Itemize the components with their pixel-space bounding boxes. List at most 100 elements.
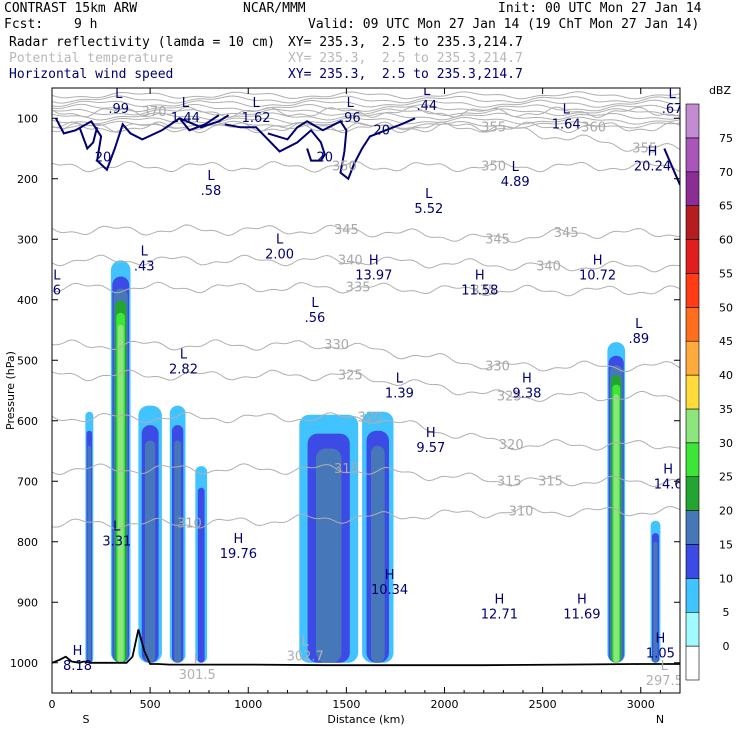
wind-speed-contour-20 xyxy=(178,114,220,132)
extremum-low: L1.62 xyxy=(242,96,271,126)
colorbar-tick-label: 45 xyxy=(719,335,733,348)
theta-contour-label: 330 xyxy=(485,359,510,374)
field-2-name: Potential temperature xyxy=(9,51,174,66)
extremum-high: H14.6 xyxy=(654,462,683,492)
colorbar-swatch xyxy=(685,306,700,342)
theta-contour-340 xyxy=(52,254,680,273)
extremum-value: .67 xyxy=(662,102,683,117)
extremum-value: 19.76 xyxy=(220,547,257,562)
extremum-low: L3.31 xyxy=(102,520,131,550)
init-time: Init: 00 UTC Mon 27 Jan 14 xyxy=(498,1,702,16)
extremum-type: L xyxy=(396,372,404,387)
reflectivity-cell xyxy=(110,260,131,663)
theta-contour-label: 340 xyxy=(338,253,363,268)
colorbar-swatch xyxy=(685,544,700,579)
x-tick-label: 2000 xyxy=(431,698,459,711)
extremum-low: L2.00 xyxy=(265,232,294,262)
extremum-low: L4.89 xyxy=(501,160,530,190)
x-tick-label: 1000 xyxy=(234,698,262,711)
colorbar-tick-label: 20 xyxy=(719,505,733,518)
y-tick-label: 300 xyxy=(17,233,38,246)
extremum-type: L xyxy=(115,87,123,102)
y-tick-label: 100 xyxy=(17,112,38,125)
field-1-xy: XY= 235.3, 2.5 to 235.3,214.7 xyxy=(288,35,523,50)
x-axis-label: Distance (km) xyxy=(327,713,404,726)
colorbar-tick-label: 30 xyxy=(719,437,733,450)
theta-contour-upper xyxy=(52,116,680,125)
extremum-high: H19.76 xyxy=(220,532,257,562)
extremum-value: 10.72 xyxy=(579,269,616,284)
extremum-high: H1.05 xyxy=(646,632,675,662)
theta-contour-360 xyxy=(52,121,680,134)
theta-contour-label: 335 xyxy=(471,284,496,299)
y-tick-label: 700 xyxy=(17,475,38,488)
extremum-low: L.44 xyxy=(416,88,437,114)
theta-contour-label: 325 xyxy=(338,368,363,383)
theta-contour-label: 315 xyxy=(538,474,563,489)
y-tick-label: 1000 xyxy=(10,657,38,670)
colorbar-tick-label: 10 xyxy=(719,572,733,585)
reflectivity-band-15dbz xyxy=(371,445,385,663)
colorbar-tick-label: 25 xyxy=(719,471,733,484)
extremum-low: L.67 xyxy=(662,88,683,117)
field-3-xy: XY= 235.3, 2.5 to 235.3,214.7 xyxy=(288,67,523,82)
theta-contour-label: 345 xyxy=(554,226,579,241)
valid-time: Valid: 09 UTC Mon 27 Jan 14 (19 ChT Mon … xyxy=(308,17,700,32)
extremum-value: 2.82 xyxy=(169,362,198,377)
reflectivity-cell xyxy=(299,414,359,663)
colorbar-swatch xyxy=(685,645,700,681)
reflectivity-band-15dbz xyxy=(174,440,181,663)
extremum-high: H10.34 xyxy=(371,568,408,598)
theta-contour-label: 355 xyxy=(481,120,506,135)
y-tick-label: 900 xyxy=(17,596,38,609)
wind-contour-label: 20 xyxy=(95,151,112,166)
theta-contour-335 xyxy=(52,281,680,297)
theta-contour-320 xyxy=(52,411,680,451)
theta-contour-upper xyxy=(52,95,680,104)
extremum-type: L xyxy=(207,169,215,184)
extremum-low: L.58 xyxy=(201,169,222,199)
extremum-high: H8.18 xyxy=(63,644,92,674)
reflectivity-band-15dbz xyxy=(653,541,658,663)
y-tick-label: 800 xyxy=(17,536,38,549)
theta-contour-label: 315 xyxy=(497,474,522,489)
y-tick-label: 400 xyxy=(17,294,38,307)
theta-contour-upper xyxy=(52,99,680,108)
extremum-value: .89 xyxy=(628,332,649,347)
colorbar-swatch xyxy=(685,476,700,511)
extremum-value: 14.6 xyxy=(654,477,683,492)
extremum-low: L6 xyxy=(53,269,62,299)
extremum-high: H9.57 xyxy=(416,426,445,456)
theta-contour-315 xyxy=(52,463,680,488)
theta-contour-label: 355 xyxy=(632,142,657,157)
wind-speed-contour-20 xyxy=(224,123,326,162)
extremum-high: H12.71 xyxy=(481,592,518,622)
extremum-type: L xyxy=(302,635,310,650)
extremum-value: .58 xyxy=(201,184,222,199)
extremum-type: L xyxy=(311,296,319,311)
extremum-low: L5.52 xyxy=(414,187,443,217)
extremum-value: 11.69 xyxy=(563,607,600,622)
x-tick-label: 500 xyxy=(140,698,161,711)
extremum-value: 5.52 xyxy=(414,202,443,217)
theta-contour-label: 320 xyxy=(499,438,524,453)
colorbar-tick-label: 70 xyxy=(719,166,733,179)
extremum-low: L1.64 xyxy=(552,102,581,132)
extremum-type: L xyxy=(113,520,121,535)
extremum-type: L xyxy=(182,96,190,111)
extremum-value: 11.58 xyxy=(461,284,498,299)
extremum-type: H xyxy=(577,592,587,607)
theta-contour-345 xyxy=(52,224,680,243)
reflectivity-band-15dbz xyxy=(145,440,156,663)
extremum-value: 12.71 xyxy=(481,607,518,622)
x-tick-label: 2500 xyxy=(529,698,557,711)
extremum-type: L xyxy=(563,102,571,117)
extremum-low: L1.44 xyxy=(171,96,200,126)
theta-contour-label: 345 xyxy=(485,232,510,247)
extremum-type: L xyxy=(252,96,260,111)
reflectivity-cell xyxy=(607,342,626,663)
reflectivity-cell xyxy=(85,411,94,663)
extremum-low: L.89 xyxy=(628,317,649,347)
south-endpoint-label: S xyxy=(83,713,90,726)
